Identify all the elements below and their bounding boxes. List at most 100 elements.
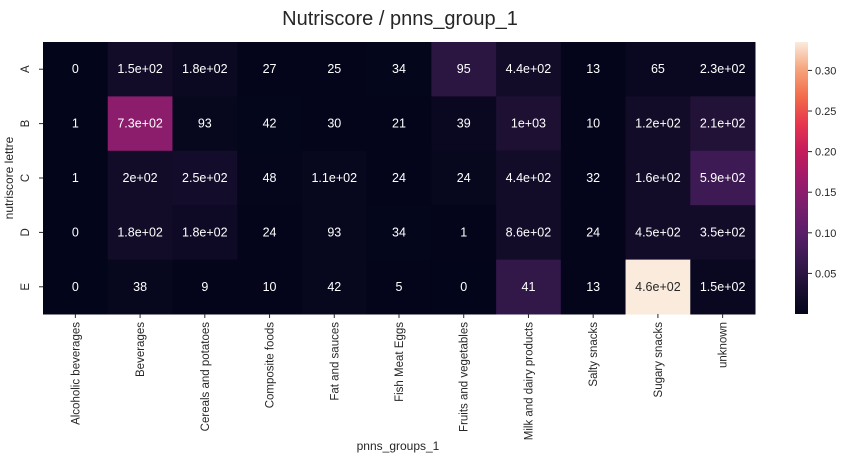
cell-annotation: 1.6e+02 [635, 171, 681, 185]
x-tick-label: Fat and sauces [329, 322, 341, 401]
heatmap-cell [496, 150, 562, 206]
x-tick-labels: Alcoholic beverages Beverages Cereals and … [70, 314, 730, 440]
cell-annotation: 10 [586, 117, 600, 131]
cell-annotation: 95 [457, 62, 471, 76]
heatmap-cell [496, 259, 562, 315]
cell-annotation: 1.1e+02 [311, 171, 357, 185]
cell-annotation: 21 [392, 117, 406, 131]
heatmap-cell [237, 96, 303, 152]
heatmap-cell [496, 42, 562, 97]
cell-annotation: 4.4e+02 [506, 171, 552, 185]
y-tick-label: C [20, 174, 32, 182]
cell-annotation: 4.5e+02 [635, 225, 681, 239]
x-tick-label: Salty snacks [588, 322, 600, 387]
cell-annotation: 24 [586, 225, 600, 239]
cell-annotation: 2e+02 [123, 171, 158, 185]
cell-annotation: 93 [198, 117, 212, 131]
cell-annotation: 34 [392, 62, 406, 76]
heatmap-cell [690, 96, 756, 152]
heatmap-cell [107, 150, 173, 206]
heatmap-cell [625, 96, 691, 152]
heatmap-cell [625, 259, 691, 315]
heatmap-cell [172, 205, 238, 261]
cell-annotation: 42 [263, 117, 277, 131]
colorbar-tick-label: 0.10 [815, 228, 836, 240]
cell-annotation: 2.5e+02 [182, 171, 228, 185]
chart-title: Nutriscore / pnns_group_1 [282, 8, 518, 30]
heatmap-cell [301, 205, 368, 261]
colorbar-tick-label: 0.20 [815, 147, 836, 159]
cell-annotation: 1e+03 [511, 117, 546, 131]
heatmap-cell [43, 96, 109, 152]
cell-annotation: 2.1e+02 [700, 117, 746, 131]
cell-annotation: 4.4e+02 [506, 62, 552, 76]
cell-annotation: 1 [72, 117, 79, 131]
cell-annotation: 27 [263, 62, 277, 76]
x-tick-label: Sugary snacks [653, 322, 665, 398]
heatmap-cell [172, 150, 238, 206]
cell-annotation: 3.5e+02 [700, 225, 746, 239]
cell-annotation: 1.8e+02 [182, 225, 228, 239]
heatmap-cell [625, 205, 691, 261]
heatmap-cells: 0 1.5e+02 1.8e+02 27 25 34 95 4.4e+02 13 65 2.3e+0… [43, 42, 756, 315]
heatmap-cell [431, 96, 497, 152]
heatmap-cell [43, 42, 109, 97]
heatmap-cell [107, 205, 173, 261]
heatmap-cell [431, 205, 497, 261]
heatmap-cell [172, 96, 238, 152]
heatmap-cell [43, 259, 109, 315]
heatmap-cell [431, 259, 497, 315]
heatmap-cell [301, 150, 368, 206]
cell-annotation: 38 [133, 280, 147, 294]
heatmap-cell [43, 205, 109, 261]
heatmap-cell [366, 259, 432, 315]
cell-annotation: 0 [460, 280, 467, 294]
colorbar [795, 42, 808, 314]
cell-annotation: 9 [201, 280, 208, 294]
y-axis-label: nutriscore lettre [2, 136, 16, 219]
heatmap-cell [237, 205, 303, 261]
cell-annotation: 7.3e+02 [117, 117, 163, 131]
cell-annotation: 48 [263, 171, 277, 185]
x-tick-label: Cereals and potatoes [200, 322, 212, 432]
heatmap-cell [366, 42, 432, 97]
cell-annotation: 32 [586, 171, 600, 185]
heatmap-cell [690, 150, 756, 206]
heatmap-cell [496, 205, 562, 261]
x-tick-label: Composite foods [265, 322, 277, 409]
y-tick-label: D [20, 228, 32, 236]
heatmap-cell [237, 259, 303, 315]
cell-annotation: 10 [263, 280, 277, 294]
colorbar-tick-label: 0.25 [815, 106, 836, 118]
cell-annotation: 93 [327, 225, 341, 239]
cell-annotation: 24 [457, 171, 471, 185]
cell-annotation: 5 [396, 280, 403, 294]
cell-annotation: 42 [327, 280, 341, 294]
y-tick-labels: A B C D E [20, 65, 43, 291]
heatmap-cell [301, 42, 368, 97]
heatmap-cell [366, 205, 432, 261]
colorbar-tick-label: 0.05 [815, 268, 836, 280]
x-tick-label: Fruits and vegetables [459, 322, 471, 432]
heatmap-cell [172, 259, 238, 315]
heatmap-cell [560, 205, 627, 261]
heatmap-cell [625, 150, 691, 206]
heatmap-cell [690, 42, 756, 97]
y-tick-label: B [20, 119, 32, 127]
x-tick-label: unknown [718, 322, 730, 368]
cell-annotation: 24 [263, 225, 277, 239]
heatmap-cell [560, 96, 627, 152]
heatmap-cell [172, 42, 238, 97]
cell-annotation: 0 [72, 225, 79, 239]
x-tick-label: Fish Meat Eggs [394, 322, 406, 402]
cell-annotation: 39 [457, 117, 471, 131]
x-axis-label: pnns_groups_1 [357, 439, 440, 453]
heatmap-cell [107, 42, 173, 97]
x-tick-label: Milk and dairy products [523, 322, 535, 440]
heatmap-cell [366, 150, 432, 206]
cell-annotation: 0 [72, 280, 79, 294]
heatmap-cell [366, 96, 432, 152]
cell-annotation: 41 [522, 280, 536, 294]
heatmap-cell [560, 259, 627, 315]
